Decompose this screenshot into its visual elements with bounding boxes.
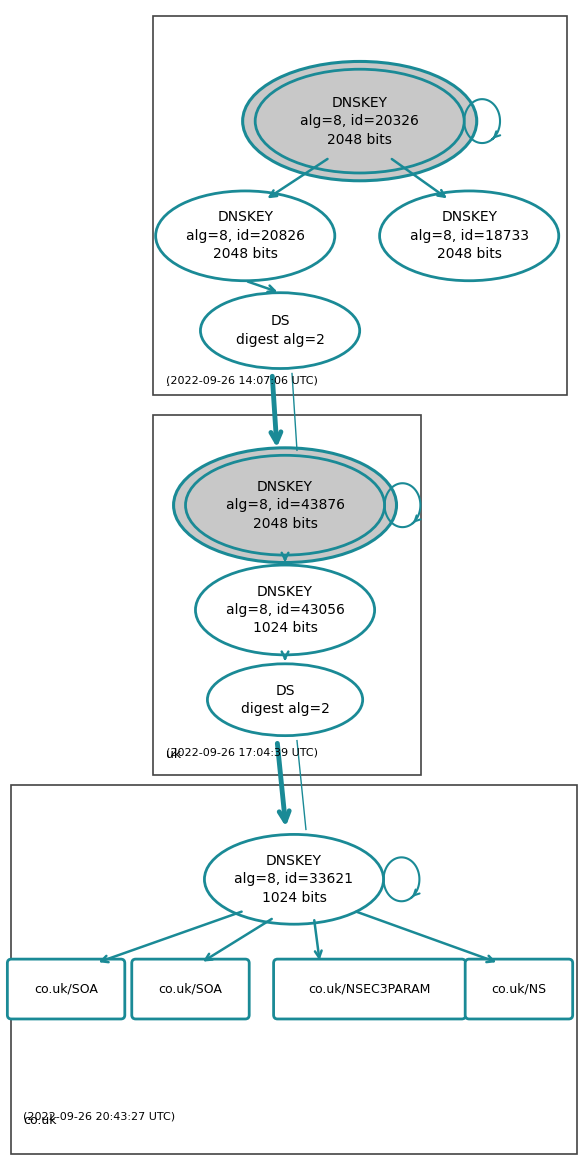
Ellipse shape — [380, 191, 559, 280]
Text: co.uk/SOA: co.uk/SOA — [159, 983, 222, 996]
Ellipse shape — [208, 664, 363, 735]
FancyBboxPatch shape — [273, 960, 466, 1019]
Ellipse shape — [195, 565, 375, 655]
Text: DNSKEY
alg=8, id=18733
2048 bits: DNSKEY alg=8, id=18733 2048 bits — [410, 210, 529, 262]
Bar — [153, 415, 422, 774]
Text: DNSKEY
alg=8, id=20326
2048 bits: DNSKEY alg=8, id=20326 2048 bits — [300, 96, 419, 147]
FancyBboxPatch shape — [132, 960, 249, 1019]
Ellipse shape — [255, 69, 464, 172]
Text: uk: uk — [166, 747, 181, 760]
Bar — [11, 785, 577, 1154]
Text: .: . — [166, 375, 169, 388]
Ellipse shape — [156, 191, 335, 280]
Text: DS
digest alg=2: DS digest alg=2 — [236, 314, 325, 347]
Text: co.uk: co.uk — [24, 1113, 57, 1127]
Ellipse shape — [201, 293, 360, 368]
Text: (2022-09-26 20:43:27 UTC): (2022-09-26 20:43:27 UTC) — [24, 1112, 175, 1121]
Text: (2022-09-26 14:07:06 UTC): (2022-09-26 14:07:06 UTC) — [166, 375, 318, 386]
FancyBboxPatch shape — [465, 960, 573, 1019]
Text: DNSKEY
alg=8, id=43056
1024 bits: DNSKEY alg=8, id=43056 1024 bits — [226, 584, 345, 636]
Text: co.uk/SOA: co.uk/SOA — [34, 983, 98, 996]
FancyBboxPatch shape — [8, 960, 125, 1019]
Bar — [153, 16, 567, 395]
Text: DS
digest alg=2: DS digest alg=2 — [240, 684, 329, 716]
Ellipse shape — [173, 448, 396, 563]
Text: co.uk/NS: co.uk/NS — [492, 983, 546, 996]
Text: co.uk/NSEC3PARAM: co.uk/NSEC3PARAM — [309, 983, 431, 996]
Text: DNSKEY
alg=8, id=43876
2048 bits: DNSKEY alg=8, id=43876 2048 bits — [226, 480, 345, 530]
Ellipse shape — [205, 834, 383, 924]
Text: DNSKEY
alg=8, id=33621
1024 bits: DNSKEY alg=8, id=33621 1024 bits — [235, 854, 353, 904]
Ellipse shape — [243, 61, 477, 181]
Ellipse shape — [186, 455, 385, 555]
Text: (2022-09-26 17:04:39 UTC): (2022-09-26 17:04:39 UTC) — [166, 747, 318, 758]
Text: DNSKEY
alg=8, id=20826
2048 bits: DNSKEY alg=8, id=20826 2048 bits — [186, 210, 305, 262]
